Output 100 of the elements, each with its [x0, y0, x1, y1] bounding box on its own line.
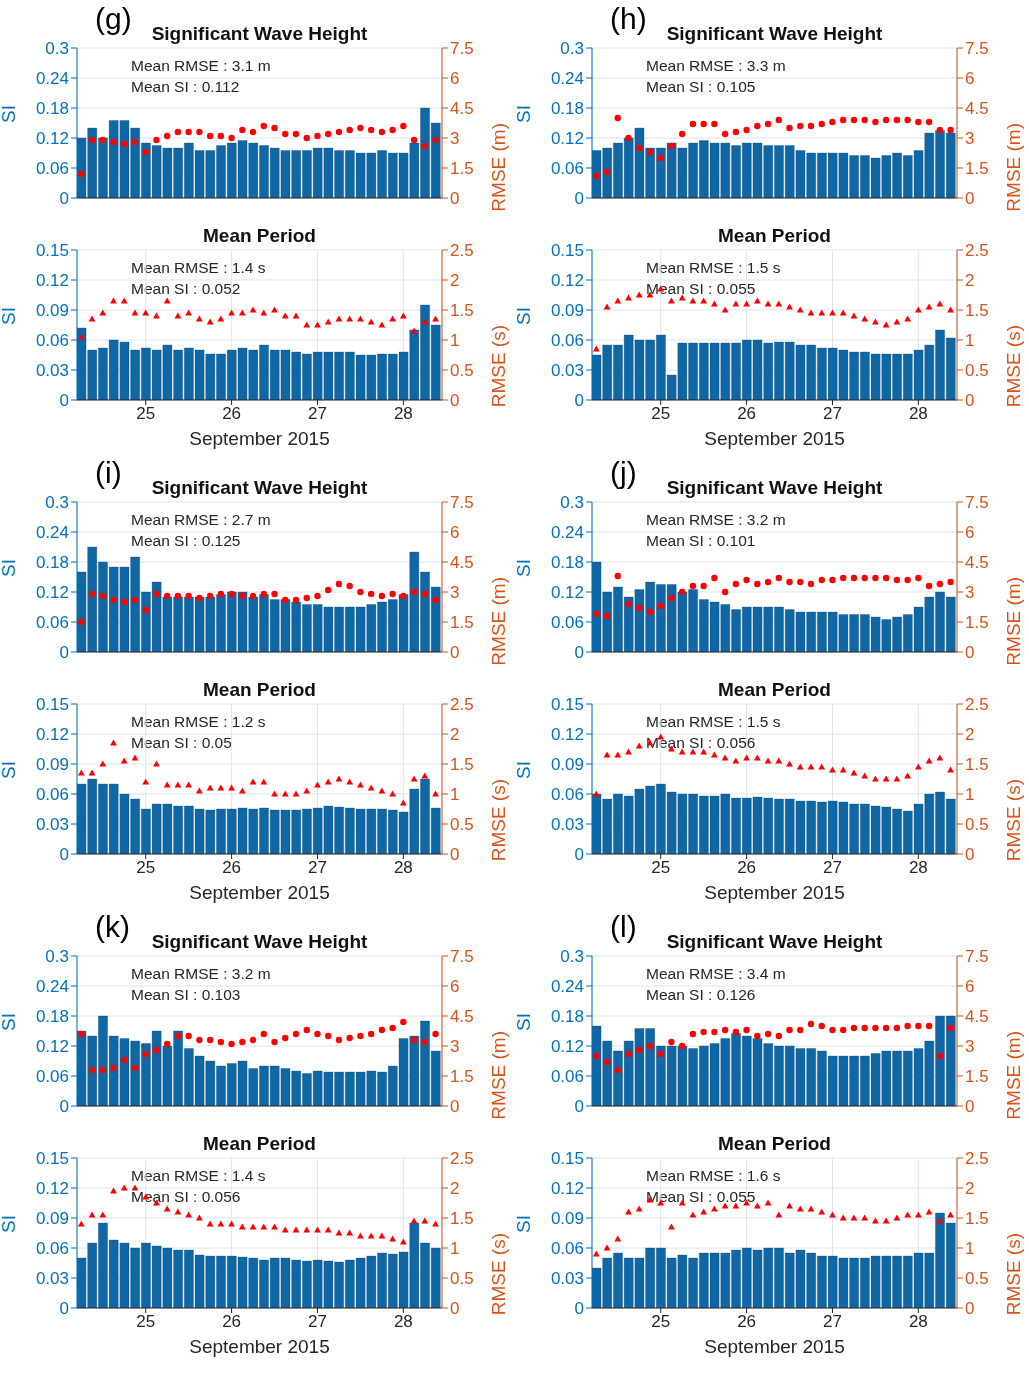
point [217, 784, 225, 791]
point [206, 1220, 214, 1227]
y2-tick-label: 3 [965, 583, 975, 603]
y-tick-label: 0 [59, 391, 69, 411]
y-axis-title: SI [512, 105, 534, 123]
point [732, 580, 740, 588]
annotation: Mean RMSE : 3.2 m [131, 965, 271, 983]
point [775, 116, 782, 124]
point [732, 128, 740, 136]
point [303, 1026, 310, 1034]
x-tick-label: 27 [308, 1312, 327, 1332]
y-tick-label: 0.18 [550, 1007, 584, 1027]
point [421, 1038, 429, 1046]
point [196, 1036, 203, 1044]
point [260, 590, 267, 598]
y2-tick-label: 0 [450, 1299, 460, 1319]
point [721, 306, 729, 313]
point [174, 312, 182, 319]
point [389, 1235, 397, 1242]
point [110, 739, 117, 746]
point [292, 312, 300, 319]
point [904, 116, 911, 124]
point [335, 128, 343, 136]
point [142, 778, 150, 785]
point [249, 306, 257, 313]
point [753, 1202, 761, 1209]
y2-tick-label: 0 [450, 391, 460, 411]
point [947, 306, 954, 313]
y2-axis-title: RMSE (m) [1002, 123, 1024, 212]
point [754, 1032, 761, 1040]
point [818, 309, 826, 316]
y2-tick-label: 6 [965, 977, 975, 997]
point [303, 787, 311, 794]
point [378, 592, 386, 600]
y-tick-label: 0.06 [550, 1239, 584, 1259]
point [378, 128, 386, 136]
y-tick-label: 0.06 [550, 331, 584, 351]
point [239, 1038, 246, 1046]
y-tick-label: 0 [574, 1097, 584, 1117]
y2-axis-title: RMSE (m) [487, 123, 509, 212]
point [700, 1028, 707, 1036]
y-axis-title: SI [0, 559, 19, 577]
y-tick-label: 0.24 [550, 523, 584, 543]
point [346, 315, 354, 322]
point [915, 1022, 922, 1030]
point [914, 763, 922, 770]
y-axis-title: SI [512, 1215, 534, 1233]
y-tick-label: 0.15 [35, 241, 69, 261]
y2-tick-label: 3 [965, 129, 975, 149]
x-tick-label: 25 [136, 1312, 156, 1332]
annotation: Mean SI : 0.101 [646, 532, 756, 550]
annotation: Mean RMSE : 2.7 m [131, 511, 271, 529]
y-tick-label: 0.18 [550, 553, 584, 573]
point [88, 769, 96, 776]
point [721, 754, 729, 761]
point [635, 742, 643, 749]
point [249, 592, 257, 600]
point [249, 1223, 257, 1230]
point [625, 134, 632, 142]
point [399, 1238, 407, 1245]
point [732, 1028, 740, 1036]
point [400, 1018, 407, 1026]
y-tick-label: 0.18 [550, 99, 584, 119]
point [206, 1036, 214, 1044]
point [260, 778, 268, 785]
annotation: Mean RMSE : 3.1 m [131, 57, 271, 75]
point [88, 136, 96, 144]
y2-tick-label: 1.5 [450, 301, 474, 321]
text: (g) [95, 2, 132, 36]
point [346, 582, 353, 590]
y2-tick-label: 4.5 [965, 553, 989, 573]
point [861, 1024, 868, 1032]
y-tick-label: 0.03 [550, 361, 584, 381]
point [185, 1211, 193, 1218]
chart-title: Mean Period [202, 679, 317, 701]
point [432, 315, 439, 322]
point [829, 309, 836, 316]
y2-axis-title: RMSE (s) [1002, 325, 1024, 408]
point [689, 1211, 697, 1218]
y-tick-label: 0.15 [35, 1149, 69, 1169]
point [668, 1038, 675, 1046]
point [88, 315, 96, 322]
point [410, 1036, 418, 1044]
y-tick-label: 0.09 [35, 1209, 69, 1229]
y-tick-label: 0.03 [550, 815, 584, 835]
y-tick-label: 0.15 [550, 1149, 584, 1169]
x-axis-title: September 2015 [188, 882, 331, 904]
point [797, 578, 804, 586]
point [88, 1211, 96, 1218]
point [217, 590, 225, 598]
point [163, 781, 171, 788]
point [142, 1050, 149, 1058]
y2-tick-label: 6 [450, 977, 460, 997]
y2-tick-label: 1.5 [450, 1067, 474, 1087]
annotation: Mean SI : 0.112 [131, 78, 240, 96]
point [121, 1056, 128, 1064]
point [174, 781, 182, 788]
y2-tick-label: 7.5 [965, 493, 989, 513]
y2-tick-label: 1 [450, 785, 460, 805]
point [904, 772, 912, 779]
